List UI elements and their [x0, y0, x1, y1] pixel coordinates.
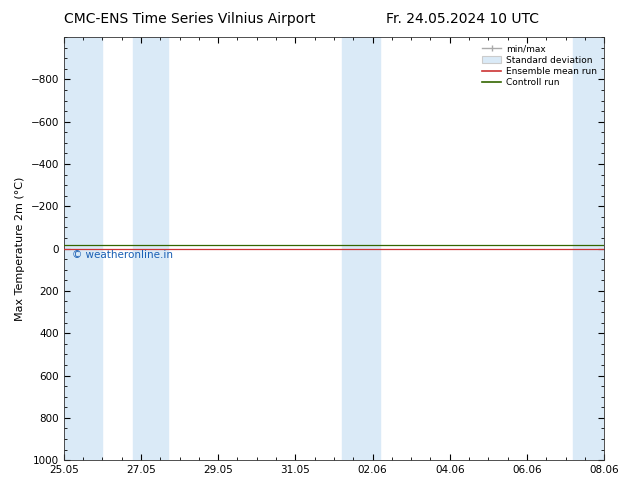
Text: Fr. 24.05.2024 10 UTC: Fr. 24.05.2024 10 UTC: [386, 12, 540, 26]
Text: CMC-ENS Time Series Vilnius Airport: CMC-ENS Time Series Vilnius Airport: [65, 12, 316, 26]
Bar: [342, 37, 380, 460]
Text: © weatheronline.in: © weatheronline.in: [72, 250, 173, 260]
Legend: min/max, Standard deviation, Ensemble mean run, Controll run: min/max, Standard deviation, Ensemble me…: [479, 42, 600, 90]
Y-axis label: Max Temperature 2m (°C): Max Temperature 2m (°C): [15, 176, 25, 321]
Bar: [573, 37, 604, 460]
Bar: [133, 37, 168, 460]
Bar: [64, 37, 103, 460]
